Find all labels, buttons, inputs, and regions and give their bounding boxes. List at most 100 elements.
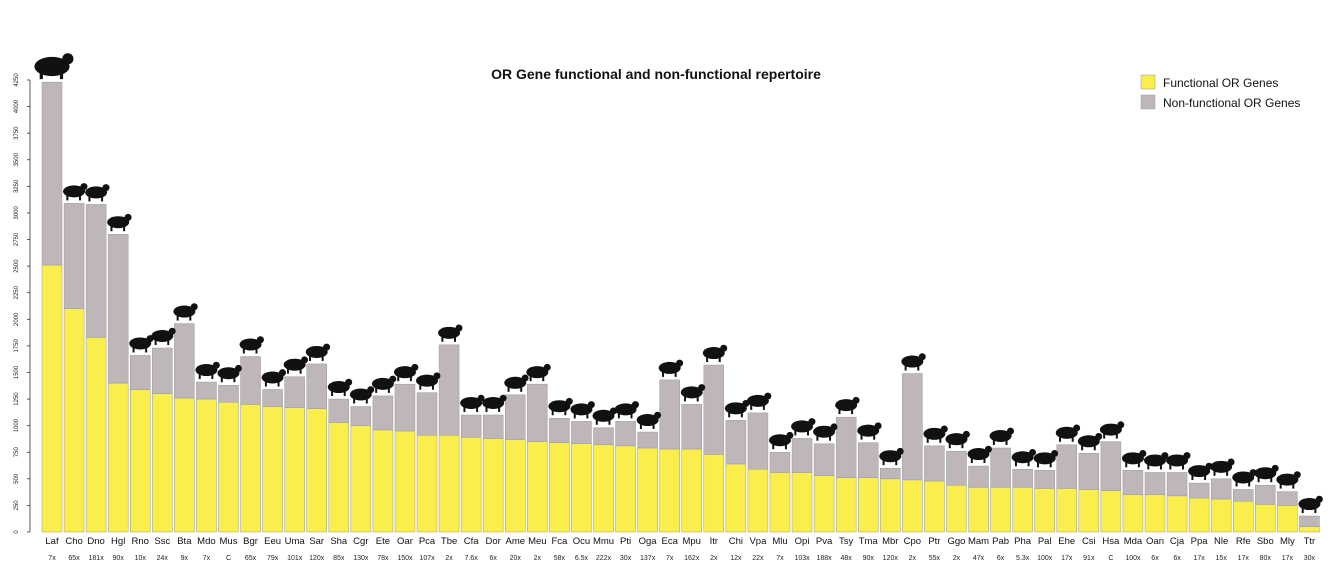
bar-nonfunctional-pha — [1012, 469, 1033, 488]
bar-nonfunctional-ssc — [152, 347, 173, 394]
coverage-label: 22x — [752, 555, 764, 562]
x-tick-label: Cfa — [464, 536, 480, 547]
x-tick-label: Tbe — [441, 536, 457, 547]
sheep-silhouette — [393, 363, 419, 382]
x-tick-label: Mdo — [197, 536, 215, 547]
bar-nonfunctional-pal — [1034, 470, 1055, 489]
bar-functional-mam — [968, 487, 989, 533]
bar-nonfunctional-oga — [637, 431, 658, 449]
pika-silhouette — [791, 418, 816, 436]
rabbit-silhouette — [570, 401, 595, 419]
baboon-silhouette — [1011, 448, 1037, 467]
bat-silhouette — [1033, 450, 1059, 468]
orangutan-silhouette — [989, 427, 1014, 445]
x-tick-label: Cho — [65, 536, 82, 547]
coverage-label: 7.6x — [465, 555, 479, 562]
x-tick-label: Oga — [639, 536, 658, 547]
bar-functional-pti — [615, 445, 636, 533]
bar-nonfunctional-ppa — [1188, 482, 1210, 499]
cat-silhouette — [548, 397, 573, 416]
y-tick-label: 1750 — [14, 339, 20, 353]
bar-functional-dor — [482, 438, 504, 533]
horse-silhouette — [658, 359, 684, 377]
y-tick-label: 2250 — [14, 285, 20, 299]
coverage-label: 55x — [929, 555, 941, 562]
coverage-label: 58x — [554, 555, 566, 562]
coverage-label: 85x — [333, 555, 345, 562]
shrew-silhouette — [305, 343, 331, 361]
bar-functional-oga — [637, 447, 658, 533]
lizard-silhouette — [1121, 450, 1147, 468]
coverage-label: 7x — [666, 555, 674, 562]
bar-functional-bta — [174, 397, 195, 533]
galago-silhouette — [636, 411, 662, 430]
coverage-label: 103x — [794, 555, 810, 562]
bar-functional-sbo — [1255, 504, 1276, 533]
coverage-label: 6x — [1151, 555, 1159, 562]
platypus-silhouette — [1144, 452, 1169, 470]
coverage-label: 47x — [973, 555, 985, 562]
bar-nonfunctional-cja — [1166, 472, 1188, 497]
bar-nonfunctional-vpa — [747, 412, 769, 470]
x-tick-label: Ete — [376, 536, 390, 547]
y-tick-label: 1500 — [14, 365, 20, 379]
bat-silhouette — [1276, 471, 1301, 489]
bar-nonfunctional-pti — [615, 421, 636, 447]
coverage-label: 10x — [135, 555, 147, 562]
x-tick-label: Pab — [992, 536, 1009, 547]
bars — [41, 81, 1320, 533]
coverage-label: 20x — [510, 555, 522, 562]
bar-nonfunctional-eeu — [262, 389, 283, 407]
marmot-silhouette — [967, 445, 992, 464]
y-axis: 0 250 500 750 1000 1250 1500 1750 2000 2250 2500 27… — [14, 73, 31, 534]
coverage-label: 101x — [287, 555, 303, 562]
bar-functional-chi — [725, 463, 747, 533]
x-tick-label: Bta — [177, 536, 192, 547]
bar-functional-sar — [306, 408, 327, 533]
bar-nonfunctional-tbe — [438, 344, 460, 436]
x-tick-label: Mmu — [593, 536, 614, 547]
x-tick-label: Eca — [661, 536, 678, 547]
x-tick-label: Pha — [1014, 536, 1032, 547]
bar-functional-ppa — [1188, 497, 1210, 533]
x-tick-label: Rno — [132, 536, 149, 547]
bar-nonfunctional-rno — [129, 355, 151, 390]
y-tick-label: 4000 — [14, 99, 20, 113]
bar-functional-dno — [85, 337, 107, 533]
coverage-label: 80x — [1260, 555, 1272, 562]
pika-silhouette — [416, 372, 441, 390]
manatee-silhouette — [857, 422, 882, 440]
coverage-label: 7x — [776, 555, 784, 562]
coverage-label: 181x — [89, 555, 105, 562]
y-tick-label: 3500 — [14, 152, 20, 166]
x-tick-label: Mus — [220, 536, 238, 547]
coverage-label: 2x — [710, 555, 718, 562]
coverage-label: 12x — [730, 555, 742, 562]
coverage-label: 17x — [1282, 555, 1294, 562]
dolphin-silhouette — [1298, 495, 1323, 514]
hedgehog-silhouette — [261, 369, 286, 387]
coverage-label: 6x — [489, 555, 497, 562]
mole-rat-silhouette — [107, 213, 132, 232]
bar-nonfunctional-mus — [218, 384, 239, 403]
bar-functional-rno — [129, 389, 151, 533]
x-tick-label: Oan — [1146, 536, 1164, 547]
bar-nonfunctional-pab — [990, 447, 1011, 488]
y-tick-label: 2000 — [14, 312, 20, 326]
coverage-label: 222x — [596, 555, 612, 562]
x-axis-labels: Laf Cho Dno Hgl Rno Ssc Bta Mdo Mus Bgr Eeu Uma Sar S… — [45, 536, 1315, 547]
macaque-silhouette — [592, 407, 617, 425]
x-tick-label: Tma — [859, 536, 879, 547]
bar-nonfunctional-bgr — [240, 356, 261, 405]
x-tick-label: Pca — [419, 536, 436, 547]
coverage-label: 2x — [534, 555, 542, 562]
bar-nonfunctional-sar — [306, 363, 327, 409]
x-tick-label: Csi — [1082, 536, 1096, 547]
x-tick-label: Cgr — [353, 536, 368, 547]
x-tick-label: Chi — [729, 536, 743, 547]
alpaca-silhouette — [746, 392, 772, 410]
x-tick-label: Ehe — [1058, 536, 1075, 547]
bison-silhouette — [239, 336, 264, 354]
coverage-label: 6x — [997, 555, 1005, 562]
